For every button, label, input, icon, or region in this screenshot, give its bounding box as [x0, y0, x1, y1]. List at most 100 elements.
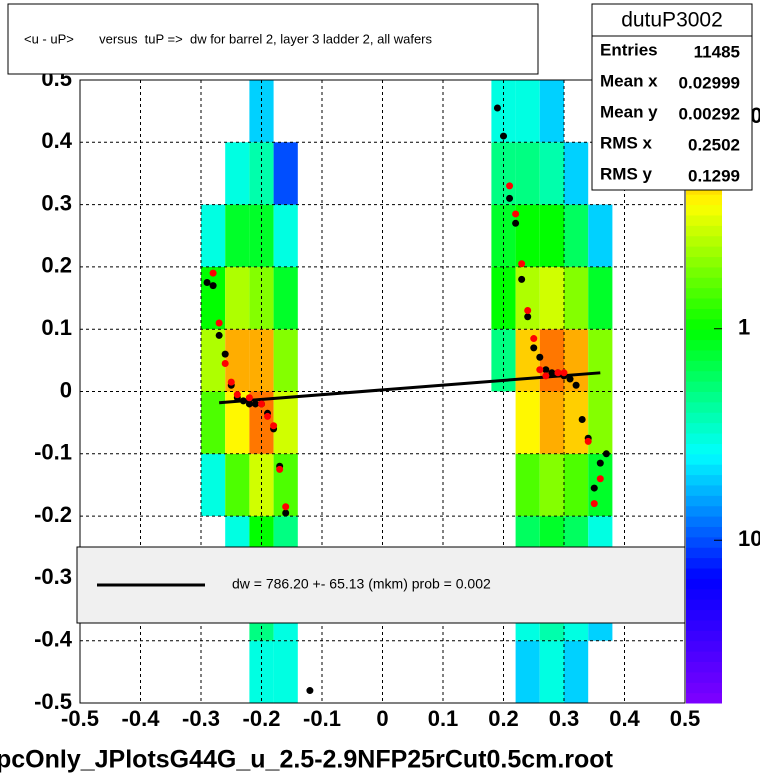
heatmap-cell	[539, 391, 564, 454]
profile-point	[596, 475, 604, 483]
palette-band	[686, 194, 722, 206]
profile-point	[209, 269, 217, 277]
palette-band	[686, 370, 722, 382]
palette-band	[686, 235, 722, 247]
profile-point	[233, 391, 241, 399]
stats-label: Mean y	[600, 102, 658, 121]
profile-point	[215, 319, 223, 327]
profile-point	[560, 369, 568, 377]
y-tick-label: -0.4	[34, 627, 73, 652]
legend-text: dw = 786.20 +- 65.13 (mkm) prob = 0.002	[232, 576, 491, 592]
palette-band	[686, 526, 722, 538]
profile-point	[245, 394, 253, 402]
heatmap-cell	[539, 640, 564, 703]
profile-point	[512, 210, 520, 218]
x-tick-label: 0.2	[488, 706, 519, 731]
palette-band	[686, 630, 722, 642]
palette-band	[686, 246, 722, 258]
x-tick-label: -0.2	[243, 706, 281, 731]
heatmap-cell	[201, 266, 226, 330]
heatmap-cell	[273, 640, 298, 703]
y-tick-label: -0.3	[34, 564, 72, 589]
heatmap-cell	[539, 329, 564, 392]
stats-value: 0.2502	[688, 135, 740, 154]
profile-point	[590, 484, 598, 492]
heatmap-cell	[539, 453, 564, 517]
heatmap-cell	[273, 266, 298, 330]
y-tick-label: 0.3	[41, 190, 72, 215]
profile-point	[276, 465, 284, 473]
heatmap-cell	[273, 391, 298, 454]
palette-band	[686, 495, 722, 507]
x-tick-label: -0.5	[61, 706, 99, 731]
profile-point	[506, 194, 514, 202]
file-name: pcOnly_JPlotsG44G_u_2.5-2.9NFP25rCut0.5c…	[0, 746, 614, 774]
palette-tick-label: 1	[738, 315, 750, 340]
palette-band	[686, 661, 722, 673]
palette-band	[686, 401, 722, 413]
profile-point	[554, 369, 562, 377]
y-tick-label: -0.2	[34, 502, 72, 527]
profile-point	[506, 182, 514, 190]
heatmap-cell	[225, 266, 250, 330]
heatmap-cell	[515, 640, 540, 703]
heatmap-cell	[201, 453, 226, 517]
profile-point	[530, 335, 538, 343]
heatmap-cell	[564, 266, 589, 330]
palette-band	[686, 568, 722, 579]
profile-point	[270, 422, 278, 430]
profile-point	[221, 350, 229, 358]
heatmap-cell	[588, 329, 613, 392]
heatmap-cell	[539, 266, 564, 330]
heatmap-cell	[564, 204, 589, 267]
stats-label: RMS y	[600, 164, 653, 183]
heatmap-cell	[588, 204, 613, 267]
palette-band	[686, 505, 722, 517]
stats-value: 0.1299	[688, 166, 740, 185]
profile-point	[572, 381, 580, 389]
palette-band	[686, 266, 722, 278]
profile-point	[493, 104, 501, 112]
profile-point	[245, 400, 253, 408]
profile-point	[203, 278, 211, 286]
palette-band	[686, 214, 722, 226]
y-tick-label: -0.1	[34, 440, 72, 465]
profile-point	[518, 275, 526, 283]
heatmap-cell	[539, 80, 564, 143]
profile-point	[258, 400, 265, 408]
palette-band	[686, 578, 722, 590]
x-tick-label: -0.3	[182, 706, 220, 731]
stats-value: 11485	[694, 42, 740, 61]
stats-label: Entries	[600, 40, 658, 59]
heatmap-cell	[273, 204, 298, 267]
palette-band	[686, 381, 722, 392]
palette-band	[686, 682, 722, 694]
stats-value: 0.00292	[679, 104, 740, 123]
palette-band	[686, 308, 722, 320]
profile-point	[282, 503, 290, 511]
palette-band	[686, 588, 722, 600]
palette-tick-label: 10	[738, 526, 760, 551]
palette-band	[686, 609, 722, 621]
profile-point	[239, 397, 247, 405]
x-tick-label: 0	[376, 706, 388, 731]
palette-band	[686, 349, 722, 361]
palette-band	[686, 557, 722, 569]
x-tick-label: -0.4	[122, 706, 161, 731]
palette-band	[686, 360, 722, 372]
palette-band	[686, 464, 722, 476]
profile-point	[548, 369, 556, 377]
profile-point	[518, 260, 526, 268]
palette-band	[686, 287, 722, 299]
profile-point	[530, 344, 538, 352]
palette-band	[686, 391, 722, 403]
heatmap-cell	[515, 453, 540, 517]
palette-band	[686, 453, 722, 465]
stats-name: dutuP3002	[621, 9, 723, 32]
heatmap-cell	[201, 204, 226, 267]
stats-value: 0.02999	[679, 73, 740, 92]
palette-band	[686, 225, 722, 237]
profile-point	[566, 375, 574, 383]
profile-point	[306, 687, 314, 695]
heatmap-cell	[225, 204, 250, 267]
